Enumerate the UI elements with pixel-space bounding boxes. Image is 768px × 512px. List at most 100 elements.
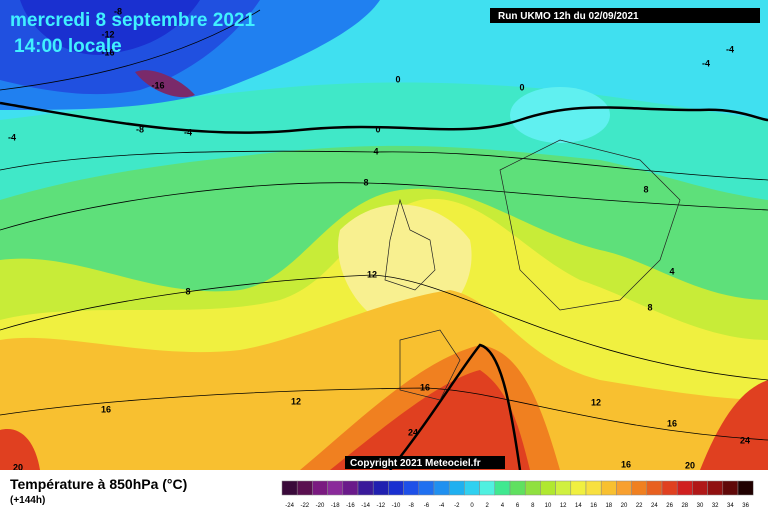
colorbar-swatch	[692, 480, 708, 496]
colorbar-label: -2	[454, 503, 460, 509]
colorbar-swatch	[342, 480, 359, 496]
contour-label: -4	[702, 58, 710, 68]
contour-labels: -8 -12 -16 -16 -4 -8 -4 0 0 0 4 8 8 12 12 16 16 24 12 16 16 2…	[8, 6, 750, 472]
colorbar-swatch	[631, 480, 648, 496]
contour-label: 12	[591, 397, 601, 407]
contour-label: 8	[363, 177, 368, 187]
contour-label: -8	[136, 124, 144, 134]
date-label: mercredi 8 septembre 2021	[10, 10, 255, 31]
colorbar-swatch	[676, 480, 693, 496]
contour-label: -8	[114, 6, 122, 16]
colorbar-swatch	[327, 480, 344, 496]
colorbar-label: 22	[636, 503, 643, 509]
copyright: Copyright 2021 Meteociel.fr	[350, 458, 481, 469]
colorbar-label: -20	[316, 503, 325, 509]
contour-label: 8	[643, 184, 648, 194]
colorbar-swatch	[479, 480, 496, 496]
contour-label: -4	[8, 132, 16, 142]
colorbar-swatch	[464, 480, 480, 496]
footer-title: Température à 850hPa (°C)	[10, 476, 187, 492]
footer-lead: (+144h)	[10, 495, 45, 506]
colorbar-label: 20	[621, 503, 628, 509]
colorbar-swatch	[722, 480, 739, 496]
colorbar-label: 14	[575, 503, 582, 509]
colorbar-swatch	[646, 480, 663, 496]
contour-label: 16	[667, 418, 677, 428]
colorbar-swatch	[494, 480, 511, 496]
contour-label: -4	[726, 44, 734, 54]
copyright-box	[345, 456, 505, 469]
colorbar-swatch	[281, 480, 298, 496]
colorbar-swatch	[616, 480, 632, 496]
colorbar-label: -8	[409, 503, 415, 509]
colorbar-swatch	[403, 480, 420, 496]
contour-label: 24	[740, 435, 750, 445]
colorbar-swatch	[448, 480, 465, 496]
time-label: 14:00 locale	[14, 36, 122, 57]
contour-label: 20	[13, 462, 23, 472]
contour-label: -12	[101, 29, 114, 39]
colorbar-label: -6	[424, 503, 430, 509]
colorbar-label: 36	[742, 503, 749, 509]
contour-label: 0	[519, 82, 524, 92]
contour-label: 4	[373, 146, 378, 156]
colorbar-swatch	[661, 480, 678, 496]
colorbar-swatch	[540, 480, 556, 496]
contour-label: -16	[151, 80, 164, 90]
run-box	[490, 8, 760, 23]
colorbar-label: 8	[531, 503, 535, 509]
colorbar-swatch	[388, 480, 404, 496]
map-field	[0, 0, 768, 471]
colorbar-label: 6	[516, 503, 520, 509]
contour-label: 24	[408, 427, 418, 437]
contour-label: 0	[395, 74, 400, 84]
colorbar-swatch	[433, 480, 450, 496]
colorbar: -24 -22 -20 -18 -16 -14 -12 -10 -8 -6 -4 -2 0 2 4 6 8 10 1…	[281, 480, 754, 509]
colorbar-swatch	[509, 480, 526, 496]
colorbar-label: 26	[666, 503, 673, 509]
colorbar-swatch	[312, 480, 328, 496]
colorbar-swatch	[524, 480, 541, 496]
contour-label: 16	[420, 382, 430, 392]
contour-label: 16	[621, 459, 631, 469]
colorbar-label: -22	[300, 503, 309, 509]
colorbar-label: 24	[651, 503, 658, 509]
colorbar-swatch	[296, 480, 313, 496]
colorbar-label: -24	[285, 503, 294, 509]
colorbar-label: 18	[605, 503, 612, 509]
colorbar-label: 30	[697, 503, 704, 509]
colorbar-label: 2	[486, 503, 490, 509]
contour-label: 16	[101, 404, 111, 414]
colorbar-label: 16	[590, 503, 597, 509]
colorbar-label: -10	[392, 503, 401, 509]
colorbar-label: -12	[376, 503, 385, 509]
colorbar-swatch	[555, 480, 572, 496]
colorbar-label: -14	[361, 503, 370, 509]
contour-label: 20	[685, 460, 695, 470]
colorbar-label: 4	[501, 503, 505, 509]
colorbar-swatch	[737, 480, 754, 496]
colorbar-label: 32	[712, 503, 719, 509]
contour-label: -4	[184, 127, 192, 137]
colorbar-swatch	[707, 480, 724, 496]
colorbar-swatch	[418, 480, 435, 496]
contour-label: -16	[101, 47, 114, 57]
colorbar-label: -18	[331, 503, 340, 509]
colorbar-swatch	[600, 480, 617, 496]
colorbar-swatch	[585, 480, 602, 496]
contour-label: 12	[291, 396, 301, 406]
contour-label: 8	[647, 302, 652, 312]
contour-label: 0	[375, 124, 380, 134]
contour-label: 4	[669, 266, 674, 276]
colorbar-label: 12	[560, 503, 567, 509]
run-label: Run UKMO 12h du 02/09/2021	[498, 11, 639, 22]
colorbar-swatch	[372, 480, 389, 496]
colorbar-label: 0	[470, 503, 474, 509]
colorbar-label: 10	[545, 503, 552, 509]
colorbar-label: 34	[727, 503, 734, 509]
contour-label: 8	[185, 286, 190, 296]
colorbar-label: 28	[681, 503, 688, 509]
colorbar-swatch	[357, 480, 374, 496]
